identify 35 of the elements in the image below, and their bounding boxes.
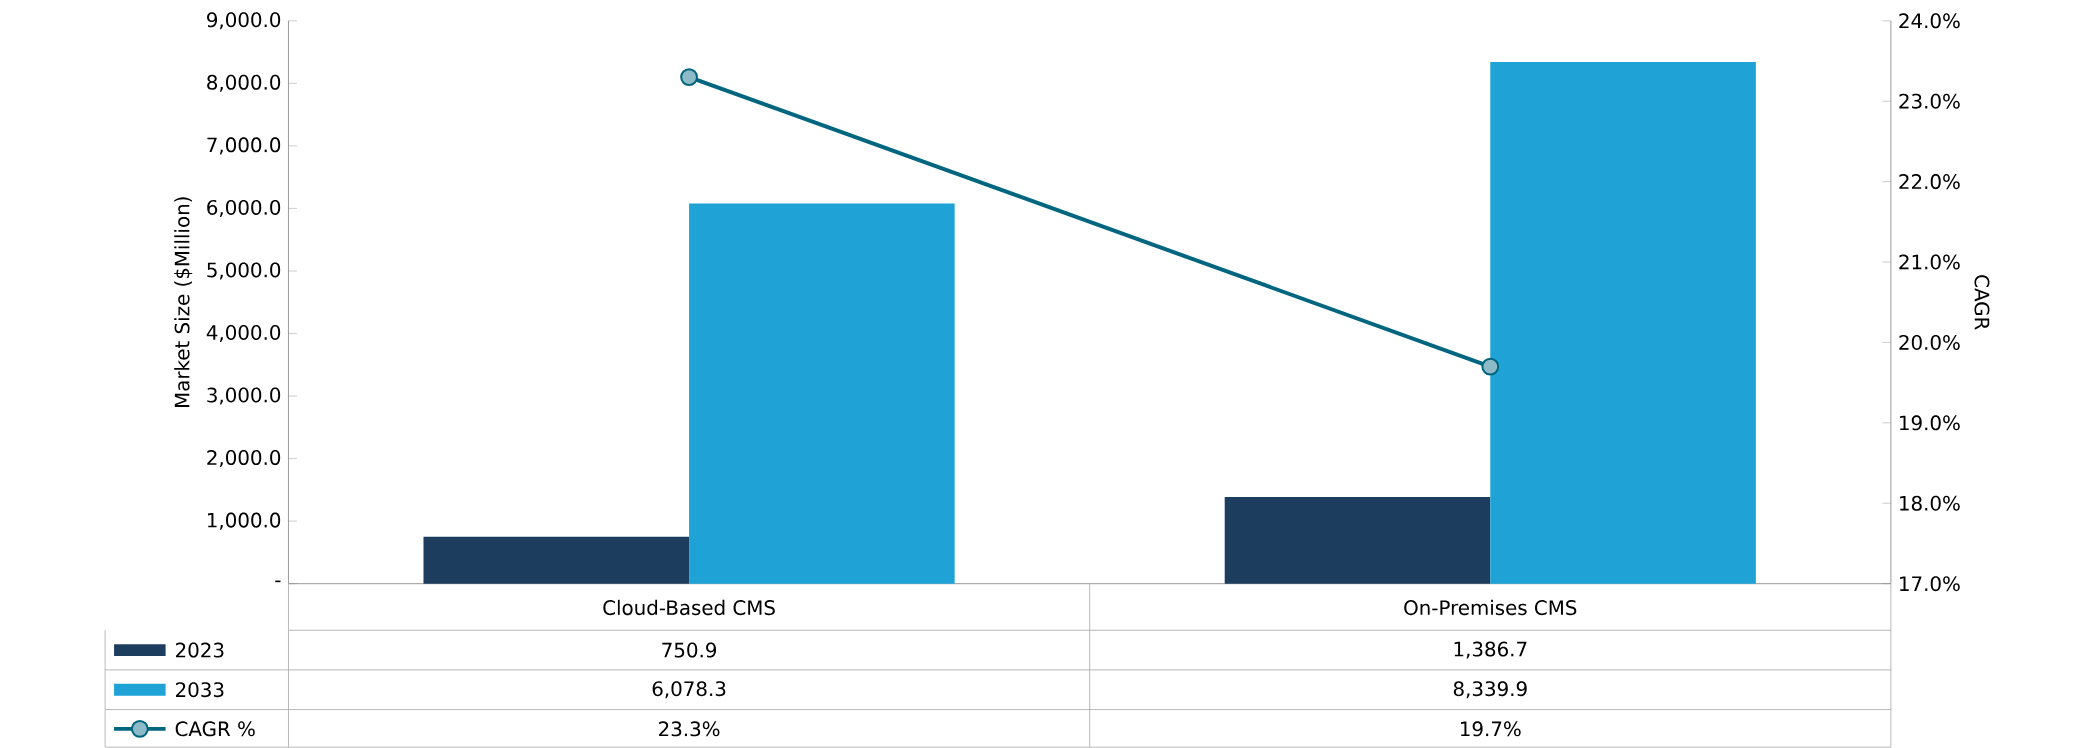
data-label: 1,386.7 <box>1454 641 1527 659</box>
y-tick-label: 9,000.0 <box>207 12 281 30</box>
data-label: 750.9 <box>662 642 717 658</box>
legend-label: 2023 <box>176 642 224 658</box>
y2-tick-label: 17.0% <box>1900 576 1960 592</box>
y-tick-label: 8,000.0 <box>207 74 281 92</box>
y-tick-label: 6,000.0 <box>207 199 281 217</box>
y2-tick-label: 18.0% <box>1900 495 1960 511</box>
bar <box>689 203 955 584</box>
y-tick-label: 7,000.0 <box>207 137 281 155</box>
x-tick-label: Cloud-Based CMS <box>603 599 775 616</box>
y2-tick-label: 21.0% <box>1899 254 1960 270</box>
data-label: 8,339.9 <box>1453 681 1527 699</box>
y-axis-title: Market Size ($Million) <box>174 197 193 407</box>
y-tick-label: 1,000.0 <box>207 512 281 530</box>
y-tick-label: 4,000.0 <box>206 324 281 342</box>
data-label: 6,078.3 <box>652 681 726 699</box>
y2-tick-label: 20.0% <box>1899 334 1960 350</box>
y2-tick-label: 23.0% <box>1899 93 1960 109</box>
y2-axis-title: CAGR <box>1974 275 1990 330</box>
y-tick-label: 2,000.0 <box>207 449 281 468</box>
legend-label: 2033 <box>176 682 224 698</box>
y-tick-label: - <box>275 580 281 583</box>
y2-tick-label: 22.0% <box>1899 174 1960 190</box>
y-tick-label: 3,000.0 <box>207 387 281 405</box>
data-label: 19.7% <box>1460 721 1521 737</box>
y-tick-label: 5,000.0 <box>207 262 281 280</box>
y2-tick-label: 24.0% <box>1899 13 1960 29</box>
data-label: 23.3% <box>659 721 720 737</box>
bar <box>1490 62 1756 584</box>
legend-label: CAGR % <box>175 721 255 737</box>
bar <box>423 536 690 584</box>
y2-tick-label: 19.0% <box>1900 415 1960 431</box>
bar <box>1224 496 1491 584</box>
x-tick-label: On-Premises CMS <box>1404 599 1577 616</box>
